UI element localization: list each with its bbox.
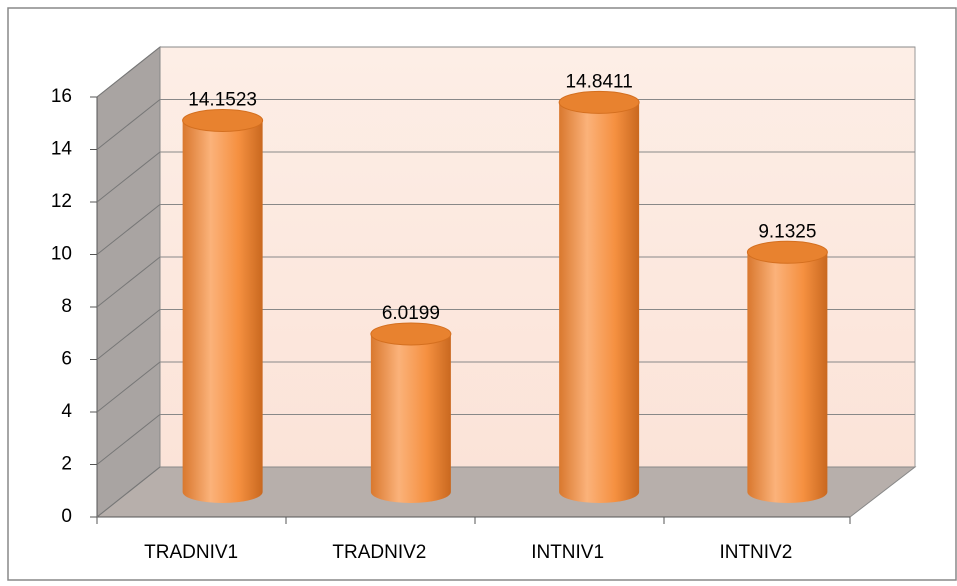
grid-line-side [96, 151, 161, 203]
y-tick-label: 8 [61, 296, 72, 317]
grid-line-side [96, 256, 161, 308]
bar-top [370, 322, 452, 346]
grid-line-side [96, 46, 161, 98]
grid-line-side [96, 99, 161, 150]
y-tick-label: 16 [51, 86, 72, 107]
grid-line-side [96, 309, 161, 360]
data-label: 14.1523 [188, 90, 257, 111]
y-tick-label: 6 [61, 349, 72, 370]
x-tick-label: TRADNIV1 [144, 542, 238, 563]
bar-top [746, 240, 828, 264]
y-tick-label: 12 [51, 191, 72, 212]
y-tick-label: 0 [61, 506, 72, 527]
data-label: 6.0199 [382, 303, 440, 324]
x-boundary-ticks [96, 517, 851, 524]
bar-top [182, 109, 264, 133]
x-tick-label: TRADNIV2 [332, 542, 426, 563]
data-label: 14.8411 [565, 71, 632, 92]
bar-top [558, 90, 640, 114]
grid-line-side [96, 414, 161, 465]
grid-line-side [96, 204, 161, 255]
grid-line-side [96, 361, 161, 413]
y-tick-label: 14 [51, 139, 73, 160]
bar [370, 333, 451, 504]
bar [747, 252, 828, 504]
bar [182, 120, 263, 504]
y-tick-label: 2 [61, 454, 72, 475]
grid-line-side [96, 466, 161, 518]
bar [559, 102, 640, 504]
data-label: 9.1325 [758, 221, 816, 242]
y-tick-label: 10 [51, 244, 72, 265]
y-tick-label: 4 [61, 401, 72, 422]
x-tick-label: INTNIV2 [719, 542, 792, 563]
x-tick-label: INTNIV1 [531, 542, 604, 563]
